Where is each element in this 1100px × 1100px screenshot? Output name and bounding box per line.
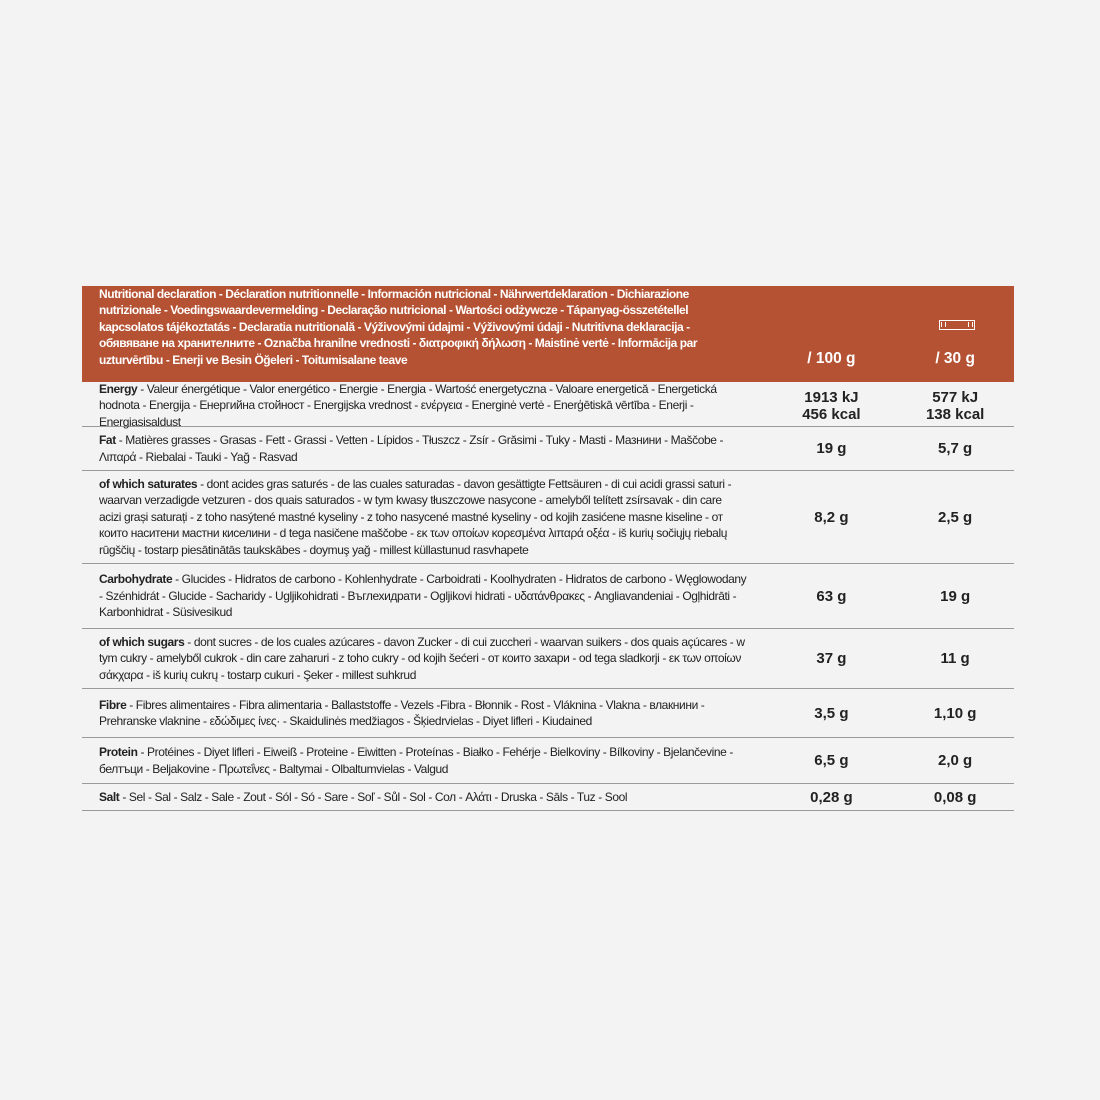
header-per-portion: / 30 g [896,320,1014,368]
value-per-30g: 577 kJ 138 kcal [896,389,1014,423]
table-row: Protein - Protéines - Diyet lifleri - Ei… [82,738,1014,784]
nutrient-translations: - Sel - Sal - Salz - Sale - Zout - Sól -… [119,789,628,804]
table-row: Salt - Sel - Sal - Salz - Sale - Zout - … [82,784,1014,811]
nutrient-label: Fat - Matières grasses - Grasas - Fett -… [82,427,747,470]
nutrient-translations: - Valeur énergétique - Valor energético … [99,381,717,429]
nutrient-translations: - dont sucres - de los cuales azúcares -… [99,634,745,682]
value-per-100g-value: 1913 kJ [804,388,859,406]
nutrition-table: Nutritional declaration - Déclaration nu… [82,286,1014,811]
value-per-100g-value: 0,28 g [810,788,853,806]
value-per-100g: 3,5 g [773,705,891,722]
nutrient-translations: - dont acides gras saturés - de las cual… [99,476,732,557]
value-per-30g-value: 0,08 g [933,788,977,806]
table-header: Nutritional declaration - Déclaration nu… [82,286,1014,382]
header-per-100g: / 100 g [807,350,856,367]
value-per-30g: 1,10 g [896,705,1014,722]
nutrient-name: Energy [99,381,138,396]
value-per-100g: 0,28 g [773,789,891,806]
table-row: of which saturates - dont acides gras sa… [82,471,1014,564]
table-row: Fat - Matières grasses - Grasas - Fett -… [82,427,1014,471]
value-per-100g: 6,5 g [773,752,891,769]
value-per-100g-value: 19 g [816,440,847,457]
value-per-30g-value: 11 g [940,650,970,667]
value-per-100g-kcal: 456 kcal [802,405,861,423]
nutrient-label: Energy - Valeur énergétique - Valor ener… [82,376,747,436]
nutrient-name: Protein [99,745,138,759]
value-per-30g-value: 5,7 g [938,440,973,457]
nutrient-name: of which saturates [99,476,198,491]
value-per-100g-value: 8,2 g [814,508,849,526]
value-per-30g: 0,08 g [896,789,1014,806]
table-row: Energy - Valeur énergétique - Valor ener… [82,382,1014,429]
nutrient-name: Fibre [99,697,127,712]
header-per-30g: / 30 g [935,350,975,367]
value-per-100g-value: 3,5 g [814,704,849,722]
nutrient-label: Carbohydrate - Glucides - Hidratos de ca… [82,566,747,626]
value-per-100g: 8,2 g [773,509,891,526]
nutrient-name: Carbohydrate [99,572,173,587]
value-per-100g-value: 63 g [816,587,847,605]
nutrient-label: of which sugars - dont sucres - de los c… [82,629,747,689]
value-per-30g: 11 g [896,650,1014,667]
value-per-100g-value: 6,5 g [814,752,849,769]
nutrient-label: Fibre - Fibres alimentaires - Fibra alim… [82,692,747,735]
nutrient-name: Fat [99,433,116,447]
value-per-30g-value: 2,0 g [938,752,973,769]
value-per-30g-value: 2,5 g [938,508,973,526]
nutrient-translations: - Fibres alimentaires - Fibra alimentari… [99,697,705,729]
header-title: Nutritional declaration - Déclaration nu… [99,286,698,367]
nutrient-translations: - Matières grasses - Grasas - Fett - Gra… [99,433,724,464]
value-per-30g: 19 g [896,588,1014,605]
value-per-100g: 63 g [773,588,891,605]
nutrient-translations: - Glucides - Hidratos de carbono - Kohle… [99,572,747,620]
value-per-100g: 1913 kJ 456 kcal [773,389,891,423]
nutrient-name: Salt [99,789,120,804]
value-per-100g: 19 g [773,440,891,457]
value-per-30g-value: 577 kJ [932,388,979,406]
value-per-100g-value: 37 g [816,650,847,667]
bar-icon [939,320,976,330]
value-per-30g-value: 19 g [940,587,971,605]
value-per-30g: 2,5 g [896,509,1014,526]
value-per-30g-kcal: 138 kcal [925,405,985,423]
nutrient-label: Protein - Protéines - Diyet lifleri - Ei… [82,739,747,782]
value-per-30g: 2,0 g [896,752,1014,769]
value-per-30g: 5,7 g [896,440,1014,457]
nutrient-label: of which saturates - dont acides gras sa… [82,471,747,564]
nutrient-label: Salt - Sel - Sal - Salz - Sale - Zout - … [82,784,747,811]
value-per-100g: 37 g [773,650,891,667]
nutrient-translations: - Protéines - Diyet lifleri - Eiweiß - P… [99,745,733,776]
nutrient-name: of which sugars [99,634,185,649]
table-row: Carbohydrate - Glucides - Hidratos de ca… [82,564,1014,629]
value-per-30g-value: 1,10 g [933,704,977,722]
table-row: of which sugars - dont sucres - de los c… [82,629,1014,689]
table-row: Fibre - Fibres alimentaires - Fibra alim… [82,689,1014,738]
